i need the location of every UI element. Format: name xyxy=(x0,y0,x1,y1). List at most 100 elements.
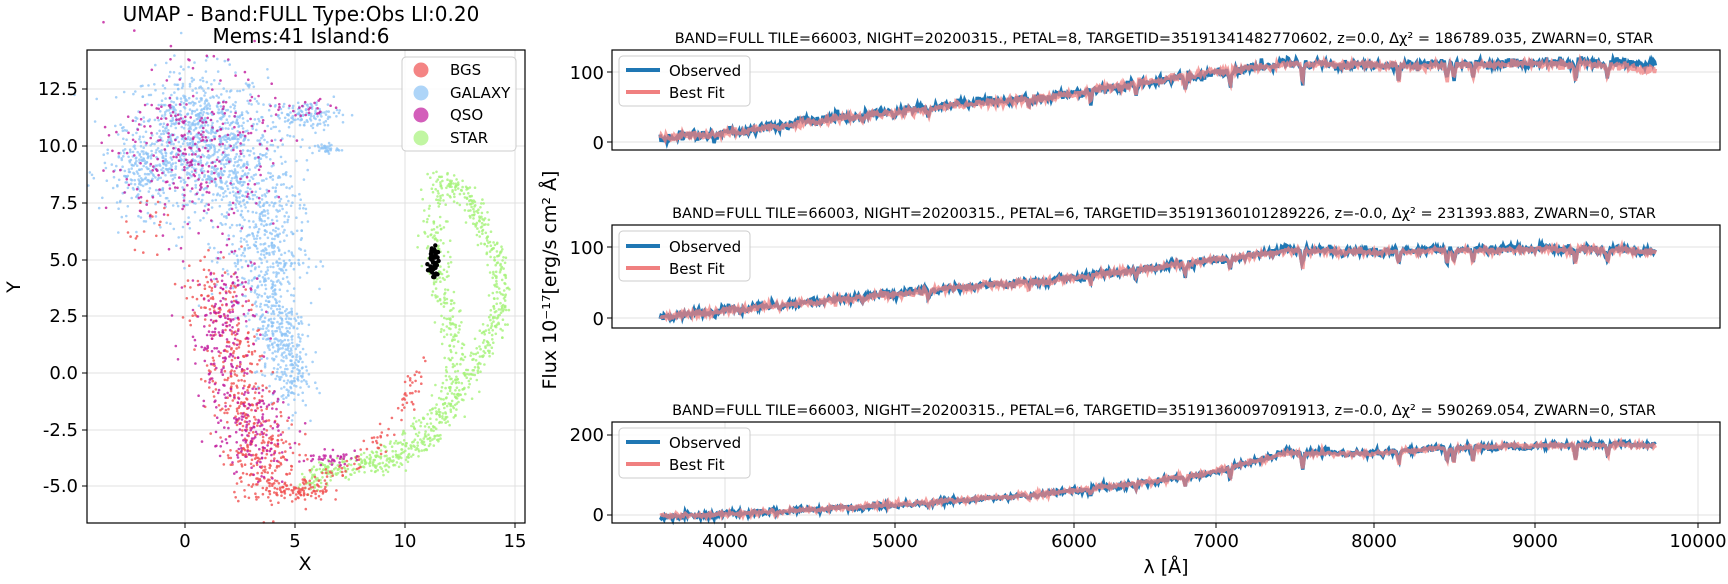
scatter-point xyxy=(397,465,401,469)
scatter-point xyxy=(233,416,236,420)
scatter-point xyxy=(199,159,203,162)
scatter-point xyxy=(226,314,229,318)
scatter-point xyxy=(390,445,394,449)
scatter-point xyxy=(282,183,286,186)
scatter-point xyxy=(263,129,267,133)
scatter-point xyxy=(507,308,511,312)
scatter-point xyxy=(368,464,372,468)
scatter-point xyxy=(263,374,267,378)
scatter-point xyxy=(225,345,229,348)
scatter-point xyxy=(255,456,258,459)
scatter-point xyxy=(306,103,309,106)
scatter-point xyxy=(463,196,467,199)
scatter-point xyxy=(213,285,217,288)
scatter-point xyxy=(259,173,262,177)
scatter-point xyxy=(404,444,407,447)
scatter-point xyxy=(288,104,291,108)
scatter-point xyxy=(314,492,317,496)
scatter-point xyxy=(267,329,270,333)
scatter-point xyxy=(271,250,274,254)
scatter-point xyxy=(172,71,176,74)
scatter-point xyxy=(180,100,183,104)
scatter-point xyxy=(420,264,424,268)
scatter-point xyxy=(451,315,455,318)
scatter-point xyxy=(126,231,130,234)
scatter-point xyxy=(255,463,259,467)
scatter-point xyxy=(211,297,215,301)
scatter-point xyxy=(210,337,214,341)
scatter-point xyxy=(303,493,306,496)
scatter-point xyxy=(129,150,132,154)
scatter-point xyxy=(403,432,407,435)
scatter-point xyxy=(248,225,252,229)
scatter-point xyxy=(303,478,306,481)
scatter-point xyxy=(314,109,317,113)
scatter-point xyxy=(235,441,238,444)
scatter-point xyxy=(304,453,308,457)
scatter-point xyxy=(442,268,446,272)
scatter-point xyxy=(430,228,434,232)
scatter-point xyxy=(256,480,260,484)
scatter-point xyxy=(236,386,239,389)
scatter-point xyxy=(290,293,293,297)
scatter-point xyxy=(215,158,219,162)
scatter-point xyxy=(473,223,477,226)
scatter-point xyxy=(461,342,464,346)
scatter-point xyxy=(439,183,442,186)
scatter-point xyxy=(232,148,235,152)
scatter-point xyxy=(260,294,264,298)
scatter-point xyxy=(219,436,222,439)
scatter-point xyxy=(448,309,452,313)
scatter-point xyxy=(286,330,289,333)
scatter-point xyxy=(266,201,269,204)
scatter-point xyxy=(307,265,310,269)
scatter-point xyxy=(133,147,137,150)
scatter-point xyxy=(430,411,433,415)
scatter-point xyxy=(149,93,153,97)
scatter-point xyxy=(279,461,282,465)
scatter-point xyxy=(394,450,398,453)
scatter-point xyxy=(302,207,305,210)
scatter-point xyxy=(381,470,385,473)
scatter-point xyxy=(350,457,353,460)
scatter-point xyxy=(295,355,298,359)
scatter-point xyxy=(261,121,265,125)
scatter-point xyxy=(223,59,227,63)
scatter-point xyxy=(281,352,284,355)
scatter-point xyxy=(310,467,314,471)
scatter-point xyxy=(219,167,223,170)
scatter-point xyxy=(181,84,185,88)
scatter-point xyxy=(278,378,282,381)
scatter-point xyxy=(327,466,330,469)
scatter-point xyxy=(290,370,294,373)
scatter-point xyxy=(210,124,214,127)
scatter-point xyxy=(463,415,467,419)
scatter-point xyxy=(251,177,255,181)
scatter-point xyxy=(229,182,232,185)
scatter-point xyxy=(219,145,223,148)
scatter-point xyxy=(465,376,469,380)
scatter-point xyxy=(183,266,186,270)
scatter-point xyxy=(138,180,141,183)
scatter-point xyxy=(222,450,225,454)
scatter-point xyxy=(473,205,476,208)
scatter-point xyxy=(201,167,204,170)
scatter-point xyxy=(261,384,265,387)
scatter-point xyxy=(244,314,247,318)
scatter-point xyxy=(276,145,280,149)
scatter-point xyxy=(443,356,447,360)
scatter-point xyxy=(221,107,225,111)
scatter-point xyxy=(172,142,175,146)
scatter-point xyxy=(239,166,243,169)
scatter-point xyxy=(301,372,305,375)
scatter-point xyxy=(497,308,501,311)
scatter-point xyxy=(276,264,280,267)
scatter-point xyxy=(426,172,429,176)
scatter-point xyxy=(208,372,211,375)
scatter-point xyxy=(278,103,281,106)
scatter-point xyxy=(260,198,264,201)
scatter-point xyxy=(299,374,303,378)
scatter-point xyxy=(313,475,317,479)
scatter-point xyxy=(224,405,227,408)
scatter-point xyxy=(295,312,299,316)
